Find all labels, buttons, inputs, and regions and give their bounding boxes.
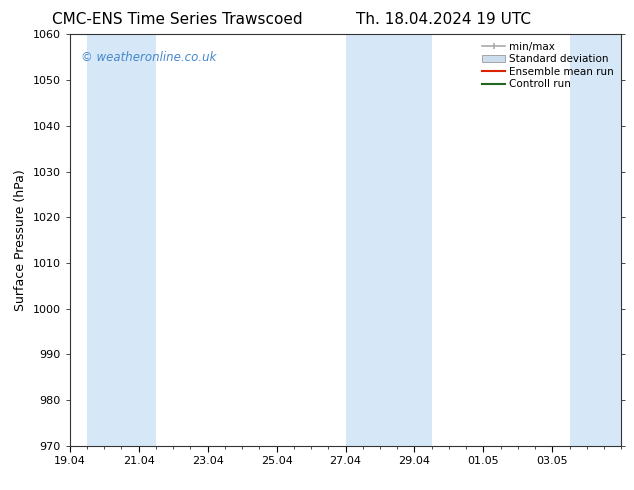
Bar bbox=[87, 34, 156, 446]
Text: Th. 18.04.2024 19 UTC: Th. 18.04.2024 19 UTC bbox=[356, 12, 531, 27]
Text: © weatheronline.co.uk: © weatheronline.co.uk bbox=[81, 51, 216, 64]
Text: CMC-ENS Time Series Trawscoed: CMC-ENS Time Series Trawscoed bbox=[52, 12, 303, 27]
Y-axis label: Surface Pressure (hPa): Surface Pressure (hPa) bbox=[14, 169, 27, 311]
Bar bbox=[569, 34, 621, 446]
Bar bbox=[346, 34, 432, 446]
Legend: min/max, Standard deviation, Ensemble mean run, Controll run: min/max, Standard deviation, Ensemble me… bbox=[480, 40, 616, 92]
